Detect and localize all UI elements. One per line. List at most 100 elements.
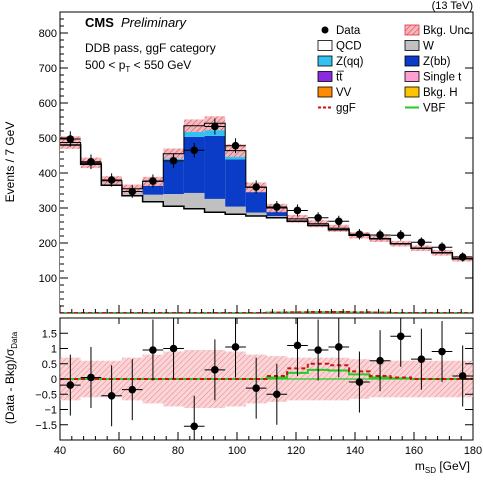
- stack-bar-qcd: [349, 235, 370, 313]
- ratio-point: [417, 355, 426, 363]
- legend-swatch: [404, 71, 420, 82]
- legend-marker-data: [321, 26, 329, 34]
- stack-bar-qcd: [121, 195, 143, 313]
- stack-bar-qcd: [287, 221, 308, 313]
- stack-bar-w: [142, 194, 164, 202]
- legend-swatch: [404, 86, 420, 98]
- ratio-point: [231, 343, 240, 351]
- ratio-point: [438, 347, 446, 356]
- stack-bar-qcd: [204, 212, 226, 313]
- data-point: [252, 183, 260, 191]
- data-point: [293, 206, 302, 215]
- main-y-tick-label: 100: [39, 273, 57, 285]
- x-label-main: m: [415, 459, 425, 473]
- ratio-y-label-main: (Data - Bkg)/σ: [3, 348, 17, 424]
- x-label-unit: [GeV]: [436, 459, 470, 473]
- main-y-tick-label: 200: [39, 238, 57, 250]
- pt-range-text: 500 < p: [85, 58, 126, 72]
- stack-bar-w: [204, 198, 226, 213]
- data-point: [355, 230, 364, 239]
- legend-label: Data: [336, 25, 361, 37]
- main-y-tick-label: 800: [39, 28, 57, 40]
- stack-bar-w: [245, 212, 267, 217]
- main-y-tick-label: 700: [39, 63, 57, 75]
- legend-swatch: [317, 40, 333, 51]
- preliminary-label: Preliminary: [121, 15, 188, 30]
- main-y-tick-label: 400: [39, 168, 57, 180]
- data-point: [231, 141, 240, 150]
- legend-label: ggF: [336, 103, 356, 115]
- data-point: [314, 214, 322, 222]
- stack-bar-qcd: [307, 225, 329, 313]
- ratio-plot-area: [60, 318, 473, 440]
- ratio-point: [396, 332, 405, 341]
- ratio-point: [66, 381, 75, 389]
- stack-bar-qcd: [431, 252, 453, 313]
- stack-bar-qcd: [328, 229, 350, 313]
- x-tick-label: 60: [113, 445, 125, 457]
- ratio-point: [211, 366, 219, 374]
- stack-bar-qcd: [452, 258, 473, 313]
- axes-group: 100 200 300 400 500 600 700 800 40 60 80 100 120 140 1…: [35, 18, 482, 457]
- ratio-y-tick-label: 0: [51, 374, 57, 386]
- legend-label: VBF: [423, 103, 445, 115]
- stack-bar-z-bb-: [183, 136, 205, 193]
- data-point: [107, 176, 116, 184]
- legend-label: Bkg. Unc.: [423, 25, 473, 37]
- x-tick-label: 160: [405, 445, 423, 457]
- x-tick-label: 40: [54, 445, 66, 457]
- stack-bar-qcd: [390, 243, 412, 313]
- ratio-point: [355, 378, 364, 386]
- pt-range-tail: < 550 GeV: [130, 58, 191, 72]
- ratio-point: [252, 384, 260, 392]
- ratio-point: [334, 343, 343, 351]
- ratio-y-tick-label: −1: [44, 405, 57, 417]
- total-bkg-outline: [60, 122, 473, 313]
- stack-bar-z-bb-: [204, 135, 226, 199]
- header-right-label: (13 TeV): [432, 0, 473, 12]
- ratio-point: [87, 373, 95, 382]
- data-point: [66, 135, 75, 143]
- data-point: [87, 158, 95, 166]
- stack-bar-qcd: [411, 248, 432, 313]
- data-point: [396, 231, 405, 240]
- stack-bar-qcd: [142, 201, 164, 313]
- ratio-y-tick-label: −1.5: [35, 420, 57, 432]
- stack-bar-w: [183, 192, 205, 209]
- ratio-y-axis-label: (Data - Bkg)/σData: [3, 331, 19, 424]
- data-point: [169, 156, 178, 165]
- ratio-point: [128, 385, 137, 394]
- legend-label: VV: [336, 87, 352, 99]
- legend-swatch: [317, 71, 333, 82]
- ratio-point: [376, 356, 384, 365]
- stack-bar-qcd: [225, 214, 246, 313]
- data-point: [334, 217, 343, 226]
- stack-bar-qcd: [245, 216, 267, 313]
- legend-label: Z(bb): [423, 56, 451, 68]
- x-tick-label: 80: [172, 445, 184, 457]
- data-point: [190, 146, 199, 155]
- ratio-point: [169, 344, 178, 353]
- legend-swatch: [404, 55, 420, 67]
- legend-label: QCD: [336, 41, 362, 53]
- stack-bar-z-bb-: [163, 160, 184, 194]
- ratio-point: [190, 422, 199, 431]
- main-y-tick-label: 300: [39, 203, 57, 215]
- ratio-y-tick-label: 1: [51, 344, 57, 356]
- main-y-tick-label: 600: [39, 98, 57, 110]
- legend-swatch: [404, 40, 420, 51]
- ratio-y-tick-label: 1.5: [42, 328, 57, 340]
- x-tick-label: 140: [346, 445, 364, 457]
- data-point: [211, 122, 219, 131]
- stack-bar-z-bb-: [225, 159, 246, 207]
- ratio-y-tick-label: −0.5: [35, 389, 57, 401]
- category-annotation: DDB pass, ggF category: [85, 41, 216, 55]
- pt-subscript: T: [125, 65, 130, 74]
- ratio-y-label-sub: Data: [10, 331, 19, 348]
- stack-bar-qcd: [60, 145, 81, 313]
- stack-bar-qcd: [101, 185, 122, 313]
- legend-swatch: [317, 86, 333, 98]
- stack-bar-w: [266, 216, 288, 218]
- x-axis-label: mSD [GeV]: [415, 459, 470, 475]
- ratio-point: [107, 391, 116, 400]
